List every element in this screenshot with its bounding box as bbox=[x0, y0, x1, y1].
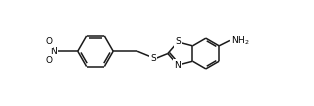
Text: NH$_2$: NH$_2$ bbox=[231, 34, 249, 47]
Text: S: S bbox=[175, 38, 181, 46]
Text: N: N bbox=[175, 61, 181, 70]
Text: S: S bbox=[150, 54, 156, 63]
Text: O: O bbox=[45, 56, 52, 65]
Text: O: O bbox=[45, 38, 52, 46]
Text: N: N bbox=[51, 47, 57, 56]
